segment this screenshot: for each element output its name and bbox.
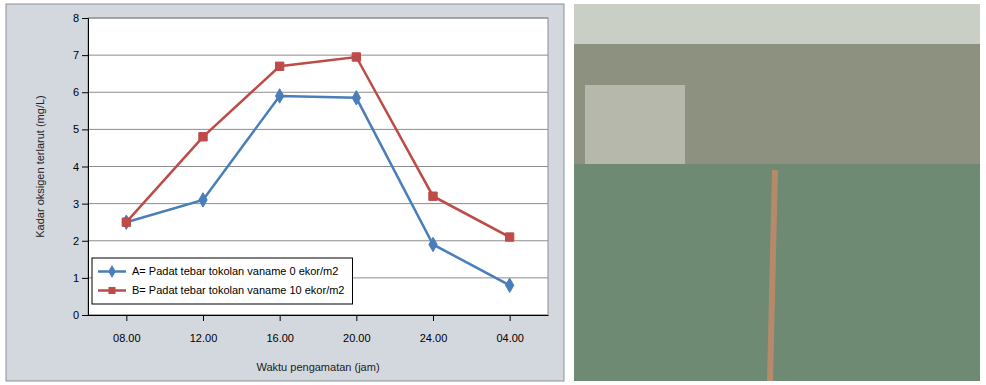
y-axis-line <box>82 19 89 316</box>
series-marker <box>199 193 207 207</box>
x-tick: 04.00 <box>496 315 524 344</box>
grid-line <box>88 129 548 130</box>
y-tick-mark <box>82 167 88 168</box>
series-marker <box>506 278 514 292</box>
series-marker <box>352 53 360 61</box>
y-tick-mark <box>82 92 88 93</box>
y-tick: 5 <box>73 123 88 135</box>
legend: A= Padat tebar tokolan vaname 0 ekor/m2 B… <box>92 258 353 304</box>
x-tick-mark <box>280 315 281 321</box>
y-tick-mark <box>82 315 88 316</box>
y-tick-label: 1 <box>73 272 79 284</box>
legend-label: A= Padat tebar tokolan vaname 0 ekor/m2 <box>132 265 338 277</box>
x-tick: 20.00 <box>343 315 371 344</box>
y-tick-mark <box>82 278 88 279</box>
legend-swatch-marker <box>108 265 116 278</box>
x-tick-label: 12.00 <box>190 332 218 344</box>
grid-line <box>88 240 548 241</box>
series-marker <box>429 192 437 200</box>
y-tick-label: 3 <box>73 198 79 210</box>
x-tick-mark <box>126 315 127 321</box>
series-marker <box>199 133 207 141</box>
x-tick-mark <box>433 315 434 321</box>
series-line <box>126 57 509 237</box>
legend-label: B= Padat tebar tokolan vaname 10 ekor/m2 <box>132 284 345 296</box>
y-tick: 0 <box>73 309 88 321</box>
x-tick-label: 16.00 <box>266 332 294 344</box>
series-marker <box>275 62 283 70</box>
y-tick-label: 5 <box>73 123 79 135</box>
x-tick: 24.00 <box>420 315 448 344</box>
grid <box>88 18 548 315</box>
x-tick-label: 20.00 <box>343 332 371 344</box>
x-tick-mark <box>510 315 511 321</box>
y-tick-mark <box>82 55 88 56</box>
x-tick-mark <box>203 315 204 321</box>
x-axis-line <box>89 315 549 316</box>
legend-box <box>92 258 353 304</box>
y-tick: 3 <box>73 198 88 210</box>
series-marker <box>352 91 360 105</box>
grid-line <box>88 203 548 204</box>
y-tick-mark <box>82 241 88 242</box>
y-tick-label: 7 <box>73 49 79 61</box>
plot-frame <box>88 18 548 315</box>
y-tick-label: 0 <box>73 309 79 321</box>
grid-line <box>88 166 548 167</box>
photo <box>574 4 980 381</box>
grid-line <box>88 55 548 56</box>
y-axis: 0 1 2 3 4 5 6 7 8 <box>73 12 89 321</box>
y-tick-mark <box>82 18 88 19</box>
photo-ground <box>574 4 980 381</box>
photo-gate <box>585 85 685 165</box>
x-tick-label: 04.00 <box>496 332 524 344</box>
y-tick-label: 4 <box>73 161 79 173</box>
y-tick: 2 <box>73 235 88 247</box>
series-marker <box>276 89 284 103</box>
legend-swatch-marker <box>108 287 115 294</box>
y-tick: 7 <box>73 49 88 61</box>
y-tick-label: 8 <box>73 12 79 24</box>
plot-area <box>88 18 548 315</box>
y-tick: 4 <box>73 161 88 173</box>
x-tick: 16.00 <box>266 315 294 344</box>
y-tick-mark <box>82 204 88 205</box>
y-tick: 8 <box>73 12 88 24</box>
y-tick-mark <box>82 129 88 130</box>
x-tick-label: 24.00 <box>420 332 448 344</box>
y-tick-label: 6 <box>73 86 79 98</box>
x-axis: 08.00 12.00 16.00 20.00 24.00 04.00 <box>89 315 549 344</box>
x-axis-title: Waktu pengamatan (jam) <box>256 361 379 373</box>
photo-bank <box>574 44 980 164</box>
chart-svg: 0 1 2 3 4 5 6 7 8 08.00 12.00 16.00 20.00 24.00 04.00 W… <box>0 0 986 385</box>
y-axis-title: Kadar oksigen terlarut (mg/L) <box>34 95 46 237</box>
x-tick-label: 08.00 <box>113 332 141 344</box>
series-marker <box>505 233 513 241</box>
photo-water <box>574 164 980 381</box>
x-tick: 12.00 <box>190 315 218 344</box>
x-tick-mark <box>356 315 357 321</box>
photo-pole <box>770 170 775 381</box>
grid-line <box>88 92 548 93</box>
series-line <box>126 96 509 285</box>
y-tick: 6 <box>73 86 88 98</box>
y-tick: 1 <box>73 272 88 284</box>
series-marker <box>429 237 437 251</box>
y-tick-label: 2 <box>73 235 79 247</box>
photo-sky <box>574 4 980 44</box>
x-tick: 08.00 <box>113 315 141 344</box>
series-marker <box>122 218 130 226</box>
series-marks <box>122 53 514 293</box>
chart-panel <box>6 4 564 381</box>
